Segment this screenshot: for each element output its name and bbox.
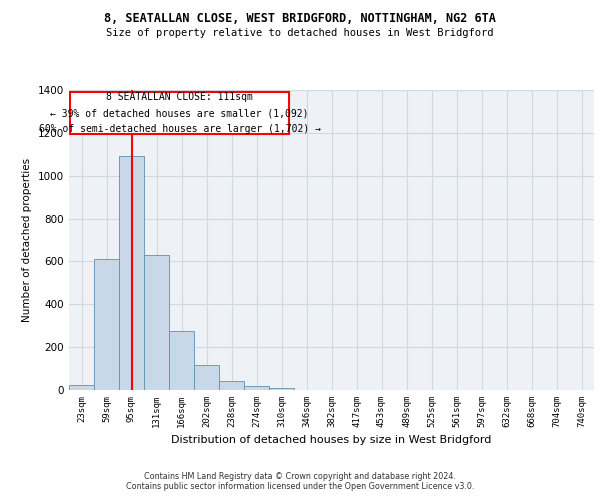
Text: Size of property relative to detached houses in West Bridgford: Size of property relative to detached ho… — [106, 28, 494, 38]
Bar — [219, 382, 244, 390]
Text: 8 SEATALLAN CLOSE: 111sqm
← 39% of detached houses are smaller (1,092)
60% of se: 8 SEATALLAN CLOSE: 111sqm ← 39% of detac… — [38, 92, 320, 134]
Bar — [169, 331, 194, 390]
X-axis label: Distribution of detached houses by size in West Bridgford: Distribution of detached houses by size … — [172, 436, 491, 446]
Bar — [144, 255, 169, 390]
Bar — [244, 386, 269, 390]
Bar — [94, 260, 119, 390]
Y-axis label: Number of detached properties: Number of detached properties — [22, 158, 32, 322]
Text: Contains public sector information licensed under the Open Government Licence v3: Contains public sector information licen… — [126, 482, 474, 491]
Bar — [269, 388, 294, 390]
Bar — [69, 384, 94, 390]
Text: 8, SEATALLAN CLOSE, WEST BRIDGFORD, NOTTINGHAM, NG2 6TA: 8, SEATALLAN CLOSE, WEST BRIDGFORD, NOTT… — [104, 12, 496, 26]
FancyBboxPatch shape — [70, 92, 289, 134]
Bar — [119, 156, 144, 390]
Text: Contains HM Land Registry data © Crown copyright and database right 2024.: Contains HM Land Registry data © Crown c… — [144, 472, 456, 481]
Bar — [194, 366, 219, 390]
